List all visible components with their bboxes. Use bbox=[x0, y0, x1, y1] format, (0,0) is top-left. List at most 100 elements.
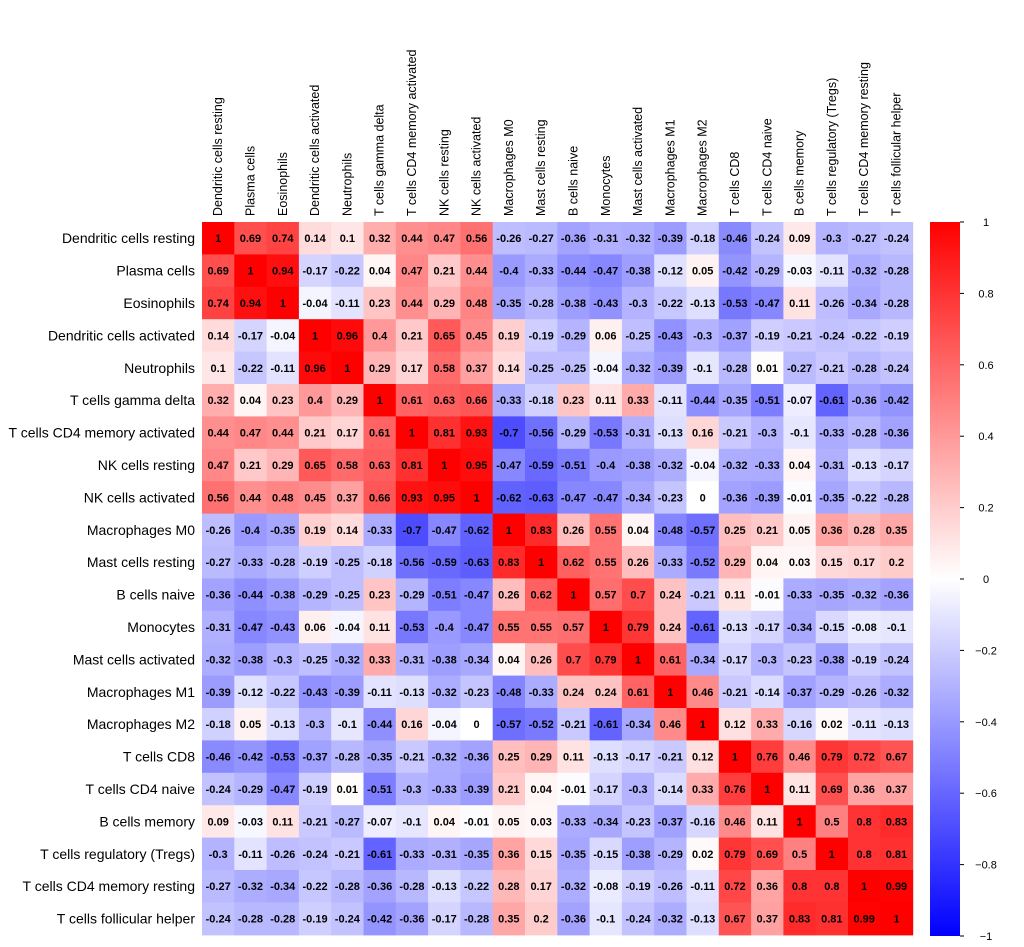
heatmap-cell bbox=[331, 643, 365, 677]
heatmap-cell bbox=[589, 610, 623, 644]
heatmap-cell bbox=[395, 416, 429, 450]
cell-value-label: -0.22 bbox=[464, 881, 489, 893]
heatmap-cell bbox=[783, 254, 817, 288]
cell-value-label: -0.22 bbox=[658, 298, 683, 310]
heatmap-cell bbox=[557, 675, 591, 709]
heatmap-cell bbox=[815, 254, 849, 288]
heatmap-cell bbox=[589, 351, 623, 385]
heatmap-cell bbox=[234, 675, 268, 709]
cell-value-label: 0.05 bbox=[692, 266, 713, 278]
cell-value-label: -0.32 bbox=[335, 654, 360, 666]
heatmap-cell bbox=[621, 675, 655, 709]
heatmap-cell bbox=[395, 740, 429, 774]
cell-value-label: 0.12 bbox=[692, 752, 713, 764]
cell-value-label: 0.35 bbox=[886, 525, 907, 537]
heatmap-cell bbox=[202, 837, 235, 871]
row-label-macrophages-m1: Macrophages M1 bbox=[87, 684, 195, 700]
heatmap-cell bbox=[848, 351, 881, 385]
cell-value-label: 0.37 bbox=[757, 914, 778, 926]
cell-value-label: -0.35 bbox=[367, 752, 392, 764]
cell-value-label: 0.58 bbox=[337, 460, 358, 472]
heatmap-cell bbox=[395, 448, 429, 482]
heatmap-cell bbox=[557, 481, 591, 515]
heatmap-cell bbox=[718, 708, 752, 741]
heatmap-cell bbox=[298, 286, 332, 320]
heatmap-cell bbox=[492, 740, 526, 774]
cell-value-label: -0.13 bbox=[270, 719, 295, 731]
heatmap-cell bbox=[686, 805, 720, 839]
cell-value-label: -0.17 bbox=[722, 654, 747, 666]
heatmap-cell bbox=[815, 902, 849, 936]
column-label-macrophages-m0: Macrophages M0 bbox=[502, 119, 516, 216]
cell-value-label: -0.35 bbox=[722, 395, 747, 407]
heatmap-cell bbox=[589, 772, 623, 806]
cell-value-label: 0.95 bbox=[466, 460, 487, 472]
cell-value-label: 0.55 bbox=[595, 525, 616, 537]
cell-value-label: 0.66 bbox=[369, 492, 390, 504]
heatmap-cell bbox=[589, 416, 623, 450]
heatmap-cell bbox=[751, 578, 784, 612]
cell-value-label: 0.04 bbox=[369, 266, 391, 278]
heatmap-cell bbox=[460, 740, 494, 774]
cell-value-label: 0.74 bbox=[272, 233, 294, 245]
cell-value-label: -0.19 bbox=[303, 784, 328, 796]
cell-value-label: 0.61 bbox=[660, 654, 681, 666]
cell-value-label: -0.35 bbox=[496, 298, 521, 310]
heatmap-cell bbox=[234, 481, 268, 515]
cell-value-label: 0.93 bbox=[466, 428, 487, 440]
heatmap-cell bbox=[460, 286, 494, 320]
cell-value-label: 0.37 bbox=[886, 784, 907, 796]
heatmap-cell bbox=[266, 740, 300, 774]
cell-value-label: -0.13 bbox=[690, 298, 715, 310]
cell-value-label: -0.39 bbox=[206, 687, 231, 699]
cell-value-label: -0.32 bbox=[658, 914, 683, 926]
cell-value-label: -0.04 bbox=[270, 330, 296, 342]
heatmap-cell bbox=[363, 740, 397, 774]
cell-value-label: 1 bbox=[506, 525, 512, 537]
column-label-eosinophils: Eosinophils bbox=[276, 152, 290, 216]
cell-value-label: 0.12 bbox=[724, 719, 745, 731]
column-label-nk-cells-resting: NK cells resting bbox=[437, 129, 451, 216]
cell-value-label: 0.79 bbox=[724, 849, 745, 861]
cell-value-label: -0.44 bbox=[367, 719, 393, 731]
heatmap-cell bbox=[751, 286, 784, 320]
cell-value-label: -0.37 bbox=[658, 816, 683, 828]
heatmap-cell bbox=[363, 610, 397, 644]
heatmap-cell bbox=[460, 384, 494, 417]
cell-value-label: 0.37 bbox=[337, 492, 358, 504]
cell-value-label: -0.22 bbox=[335, 266, 360, 278]
heatmap-cell bbox=[751, 675, 784, 709]
cell-value-label: 0.72 bbox=[853, 752, 874, 764]
heatmap-cell bbox=[718, 254, 752, 288]
heatmap-cell bbox=[848, 222, 881, 255]
cell-value-label: -0.43 bbox=[593, 298, 618, 310]
cell-value-label: 0.11 bbox=[757, 816, 778, 828]
heatmap-cell bbox=[589, 546, 623, 579]
heatmap-cell bbox=[557, 578, 591, 612]
cell-value-label: -0.38 bbox=[238, 654, 263, 666]
heatmap-cell bbox=[234, 708, 268, 741]
cell-value-label: -0.11 bbox=[690, 881, 714, 893]
heatmap-cell bbox=[718, 643, 752, 677]
cell-value-label: -0.3 bbox=[629, 298, 648, 310]
cell-value-label: -0.33 bbox=[755, 460, 780, 472]
cell-value-label: 0.46 bbox=[660, 719, 681, 731]
heatmap-cell bbox=[266, 513, 300, 547]
heatmap-cell bbox=[880, 222, 914, 255]
cell-value-label: -0.4 bbox=[499, 266, 519, 278]
heatmap-cell bbox=[686, 546, 720, 579]
cell-value-label: 0.61 bbox=[369, 428, 390, 440]
heatmap-cell bbox=[848, 546, 881, 579]
heatmap-cell bbox=[331, 319, 365, 353]
cell-value-label: -0.39 bbox=[335, 687, 360, 699]
cell-value-label: -0.11 bbox=[238, 849, 262, 861]
cell-value-label: -0.26 bbox=[496, 233, 521, 245]
cell-value-label: -0.25 bbox=[335, 557, 360, 569]
heatmap-cell bbox=[654, 286, 688, 320]
heatmap-cell bbox=[621, 222, 655, 255]
heatmap-cell bbox=[686, 772, 720, 806]
cell-value-label: 0.46 bbox=[724, 816, 745, 828]
heatmap-cell bbox=[492, 578, 526, 612]
cell-value-label: -0.36 bbox=[561, 233, 586, 245]
heatmap-cell bbox=[751, 546, 784, 579]
